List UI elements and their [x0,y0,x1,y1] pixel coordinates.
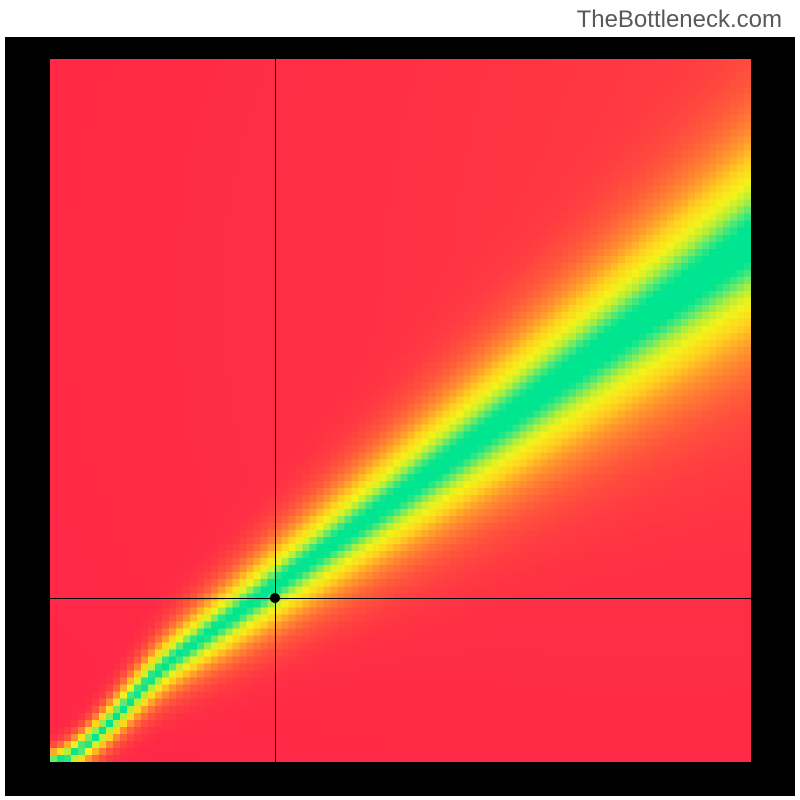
crosshair-vertical [275,59,276,762]
crosshair-horizontal [50,598,751,599]
watermark-text: TheBottleneck.com [577,6,782,34]
root-container: TheBottleneck.com [0,0,800,800]
plot-outer-frame [5,37,795,796]
plot-inner-area [50,59,751,762]
heatmap-canvas [50,59,751,762]
